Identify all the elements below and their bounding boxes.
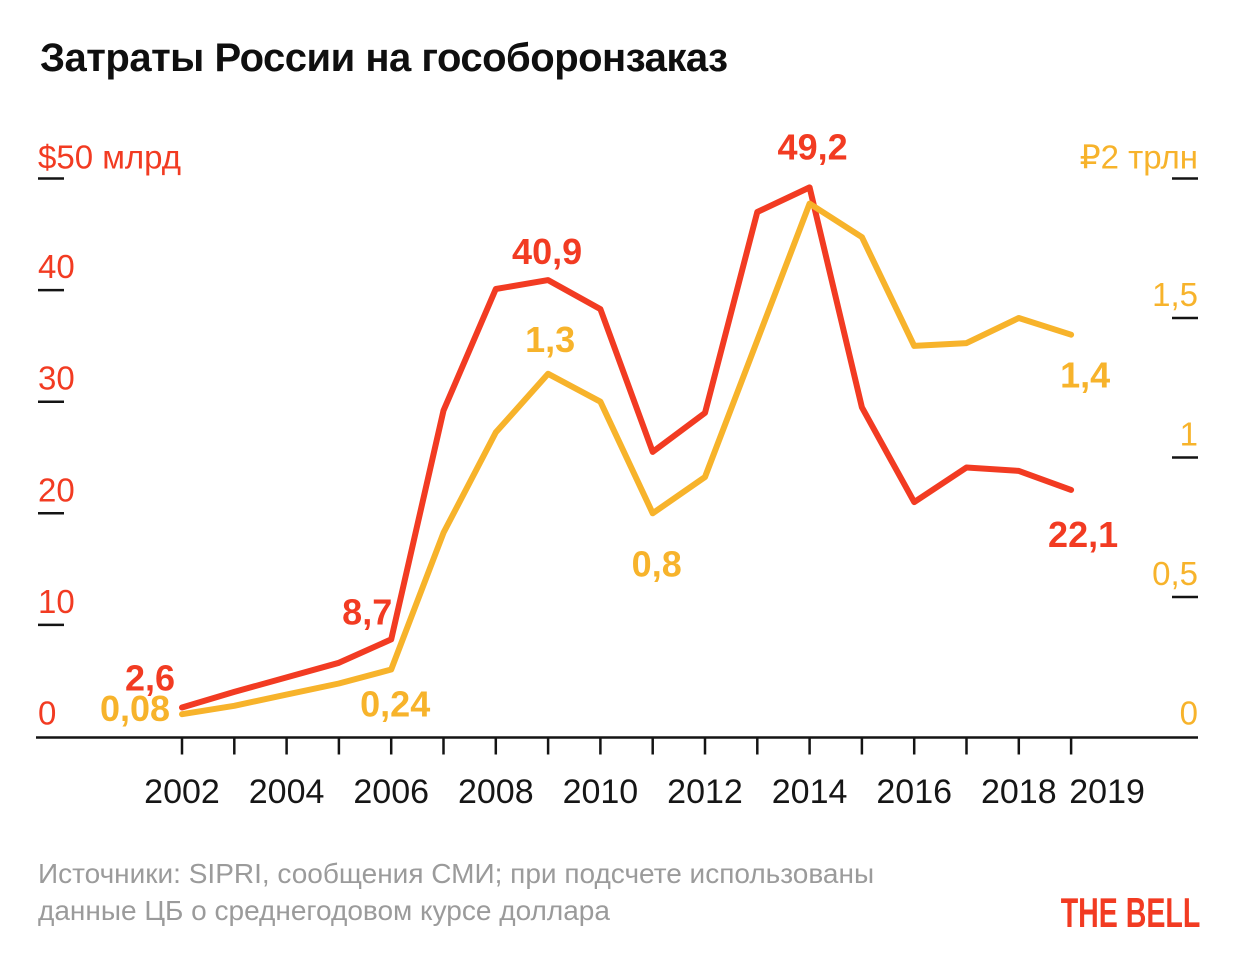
right-tick-label-0,5: 0,5 (1152, 555, 1198, 592)
chart-title: Затраты России на гособоронзаказ (40, 36, 728, 80)
x-tick-label-2016: 2016 (876, 773, 952, 811)
spending-usd-billions-label-49,2: 49,2 (778, 126, 848, 167)
spending-usd-billions-label-40,9: 40,9 (512, 231, 582, 272)
left-tick-label-40: 40 (38, 248, 75, 285)
x-tick-label-2010: 2010 (563, 773, 639, 811)
x-tick-label-2008: 2008 (458, 773, 534, 811)
the-bell-logo: THE BELL (1060, 889, 1200, 936)
spending-rub-trillions-label-1,3: 1,3 (525, 319, 575, 360)
spending-rub-trillions-label-0,8: 0,8 (632, 543, 682, 584)
line-chart-svg: 2002 2004 2006 2008 2010 2012 2014 2016 2018 2019… (36, 126, 1198, 811)
spending-rub-trillions-label-0,08: 0,08 (100, 688, 170, 729)
left-tick-label-10: 10 (38, 583, 75, 620)
spending-rub-trillions-line (179, 200, 1075, 718)
right-tick-label-1,5: 1,5 (1152, 276, 1198, 313)
x-tick-label-2012: 2012 (667, 773, 743, 811)
left-axis-title: $50 млрд (38, 139, 181, 176)
spending-usd-billions-label-8,7: 8,7 (342, 591, 392, 632)
left-tick-label-30: 30 (38, 360, 75, 397)
source-line-2: данные ЦБ о среднегодовом курсе доллара (38, 895, 610, 926)
x-tick-label-2006: 2006 (353, 773, 429, 811)
right-axis-title: ₽2 трлн (1080, 139, 1198, 176)
source-line-1: Источники: SIPRI, сообщения СМИ; при под… (38, 858, 875, 889)
left-tick-label-20: 20 (38, 471, 75, 508)
source-note: Источники: SIPRI, сообщения СМИ; при под… (38, 855, 874, 929)
x-tick-label-2018: 2018 (981, 773, 1057, 811)
right-tick-label-0: 0 (1180, 695, 1198, 732)
spending-usd-billions-label-2,6: 2,6 (125, 657, 175, 698)
left-tick-label-0: 0 (38, 695, 56, 732)
spending-rub-trillions-label-0,24: 0,24 (360, 684, 430, 725)
spending-usd-billions-label-22,1: 22,1 (1048, 514, 1118, 555)
spending-usd-billions-line (179, 184, 1075, 711)
spending-rub-trillions-label-1,4: 1,4 (1060, 355, 1110, 396)
right-tick-label-1: 1 (1180, 416, 1198, 453)
line-chart: 2002 2004 2006 2008 2010 2012 2014 2016 2018 2019… (36, 126, 1198, 811)
x-tick-label-2014: 2014 (772, 773, 848, 811)
x-tick-label-2004: 2004 (249, 773, 325, 811)
x-tick-label-2002: 2002 (144, 773, 220, 811)
x-tick-label-2019: 2019 (1069, 773, 1145, 811)
